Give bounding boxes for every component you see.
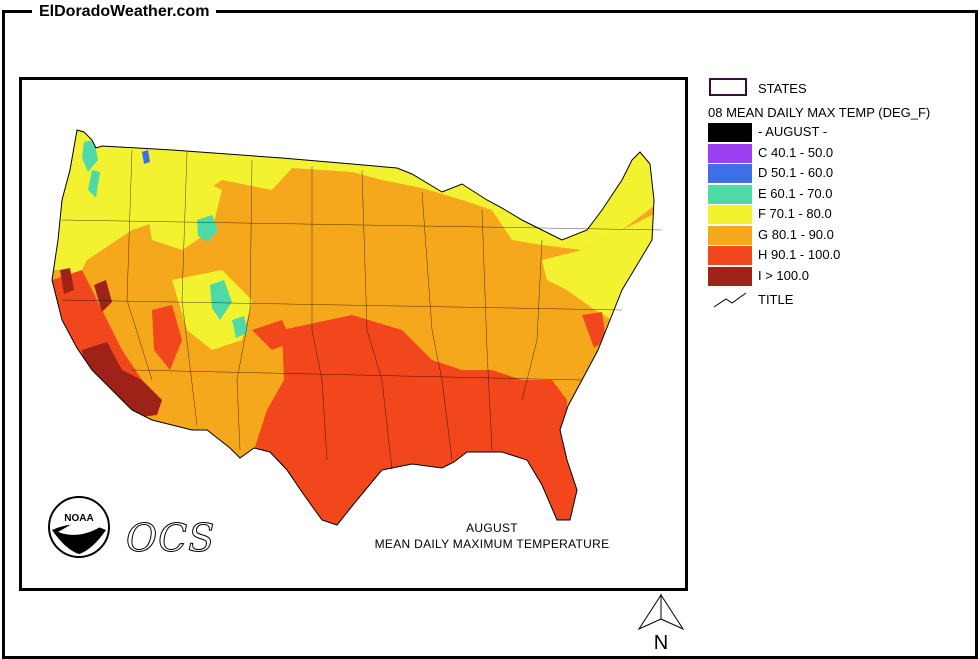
legend-class-row: G 80.1 - 90.0 bbox=[706, 225, 966, 245]
legend-class-label: I > 100.0 bbox=[758, 267, 809, 283]
map-caption: AUGUST MEAN DAILY MAXIMUM TEMPERATURE bbox=[332, 520, 652, 552]
title-line-icon bbox=[713, 292, 747, 308]
states-label: STATES bbox=[758, 81, 807, 96]
svg-text:NOAA: NOAA bbox=[64, 513, 93, 524]
legend-class-row: H 90.1 - 100.0 bbox=[706, 245, 966, 265]
legend-title-entry: TITLE bbox=[706, 290, 966, 310]
legend-class-row: C 40.1 - 50.0 bbox=[706, 143, 966, 163]
legend-color-swatch bbox=[708, 266, 752, 286]
temperature-map: NOAA bbox=[48, 129, 663, 558]
legend-title: 08 MEAN DAILY MAX TEMP (DEG_F) bbox=[708, 105, 931, 120]
caption-month: AUGUST bbox=[466, 521, 518, 535]
legend-class-row: E 60.1 - 70.0 bbox=[706, 184, 966, 204]
legend-color-swatch bbox=[708, 143, 752, 163]
map-frame: NOAA OCS AUGUST MEAN DAILY MAXIMUM TEMPE… bbox=[19, 77, 688, 591]
outer-frame bbox=[2, 10, 978, 659]
legend-color-swatch bbox=[708, 184, 752, 204]
legend-class-label: G 80.1 - 90.0 bbox=[758, 226, 834, 242]
noaa-logo-icon: NOAA bbox=[48, 496, 110, 558]
legend-class-row: I > 100.0 bbox=[706, 266, 966, 286]
legend-class-label: - AUGUST - bbox=[758, 124, 828, 139]
site-title: ElDoradoWeather.com bbox=[32, 2, 217, 22]
legend-color-swatch bbox=[708, 225, 752, 245]
legend-class-row: - AUGUST - bbox=[706, 122, 966, 142]
caption-description: MEAN DAILY MAXIMUM TEMPERATURE bbox=[374, 537, 610, 551]
legend-class-label: C 40.1 - 50.0 bbox=[758, 144, 834, 160]
legend-color-swatch bbox=[708, 246, 752, 265]
legend-color-swatch bbox=[708, 205, 752, 224]
title-symbol-label: TITLE bbox=[758, 292, 794, 307]
north-label: N bbox=[654, 632, 668, 654]
legend-color-swatch bbox=[708, 123, 752, 142]
north-arrow-icon: N bbox=[637, 593, 685, 654]
states-outline-swatch bbox=[709, 78, 747, 96]
legend-class-label: H 90.1 - 100.0 bbox=[758, 247, 841, 262]
ocs-logo-text: OCS bbox=[125, 516, 216, 561]
legend-class-row: F 70.1 - 80.0 bbox=[706, 204, 966, 224]
legend-class-row: D 50.1 - 60.0 bbox=[706, 163, 966, 183]
legend-class-label: F 70.1 - 80.0 bbox=[758, 206, 832, 221]
legend-color-swatch bbox=[708, 164, 752, 183]
legend-class-label: E 60.1 - 70.0 bbox=[758, 185, 833, 201]
legend-class-label: D 50.1 - 60.0 bbox=[758, 165, 834, 180]
